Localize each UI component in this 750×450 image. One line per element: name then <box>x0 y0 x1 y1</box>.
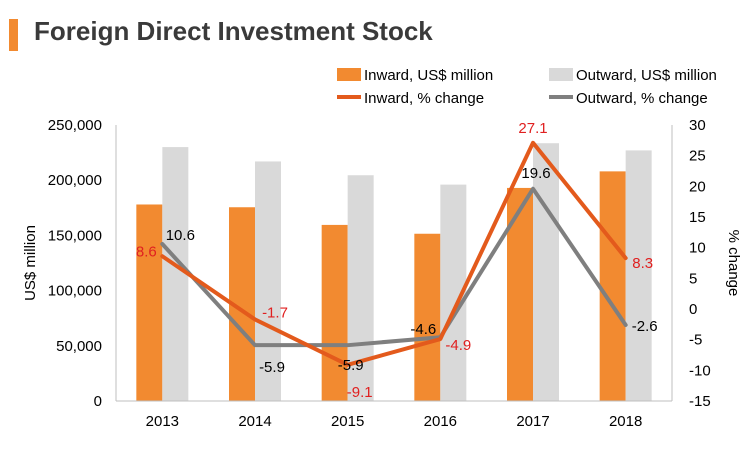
y-tick-right: 10 <box>689 240 706 257</box>
x-tick-2016: 2016 <box>424 413 457 430</box>
inward-label-2017: 27.1 <box>518 120 547 137</box>
y-tick-right: 25 <box>689 148 706 165</box>
outward-bar-2017 <box>533 143 559 401</box>
inward-label-2015: -9.1 <box>347 384 373 401</box>
outward-label-2018: -2.6 <box>632 318 658 335</box>
legend-label-inward-bar: Inward, US$ million <box>364 67 493 84</box>
y-tick-left: 250,000 <box>48 117 102 134</box>
outward-bar-2014 <box>255 161 281 401</box>
outward-label-2016: -4.6 <box>410 321 436 338</box>
inward-bar-2015 <box>321 224 348 401</box>
inward-bar-2017 <box>507 187 533 401</box>
y-tick-right: -15 <box>689 393 711 410</box>
data-label-layer: 8.6 -1.7 -9.1 -4.9 27.1 8.3 10.6 -5.9 -5.9 -4.6 19… <box>136 120 658 401</box>
legend-label-inward-line: Inward, % change <box>364 90 484 107</box>
y-tick-right: 15 <box>689 209 706 226</box>
axes-layer: 0 50,000 100,000 150,000 200,000 250,000 -15 -1… <box>48 117 711 430</box>
legend-swatch-inward-bar <box>337 68 361 81</box>
outward-label-2017: 19.6 <box>521 165 550 182</box>
x-tick-2015: 2015 <box>331 413 364 430</box>
inward-bar-2016 <box>414 233 441 401</box>
y-tick-left: 200,000 <box>48 172 102 189</box>
y-tick-left: 100,000 <box>48 283 102 300</box>
inward-label-2014: -1.7 <box>262 304 288 321</box>
y-tick-right: -10 <box>689 362 711 379</box>
inward-pct-change-line <box>160 140 628 367</box>
outward-bar-2013 <box>162 147 189 401</box>
x-tick-2013: 2013 <box>146 413 179 430</box>
legend-label-outward-line: Outward, % change <box>576 90 708 107</box>
y-tick-right: 5 <box>689 270 697 287</box>
inward-label-2013: 8.6 <box>136 243 157 260</box>
bar-layer <box>136 143 652 401</box>
legend-label-outward-bar: Outward, US$ million <box>576 67 717 84</box>
line-layer <box>160 140 628 367</box>
y-tick-left: 0 <box>94 393 102 410</box>
x-tick-2018: 2018 <box>609 413 642 430</box>
legend: Inward, US$ million Outward, US$ million… <box>337 67 717 107</box>
inward-bar-2018 <box>599 171 626 401</box>
x-tick-2014: 2014 <box>238 413 271 430</box>
chart-title: Foreign Direct Investment Stock <box>34 16 433 46</box>
y-tick-left: 150,000 <box>48 227 102 244</box>
y-tick-right: -5 <box>689 332 702 349</box>
outward-label-2015: -5.9 <box>338 357 364 374</box>
y-tick-right: 20 <box>689 178 706 195</box>
x-tick-2017: 2017 <box>516 413 549 430</box>
y-tick-right: 30 <box>689 117 706 134</box>
outward-label-2014: -5.9 <box>259 359 285 376</box>
y-axis-title-left: US$ million <box>22 225 39 301</box>
inward-label-2016: -4.9 <box>445 337 471 354</box>
outward-pct-change-line <box>160 186 628 348</box>
inward-label-2018: 8.3 <box>632 255 653 272</box>
y-axis-title-right: % change <box>725 230 742 297</box>
title-accent-bar <box>9 19 18 51</box>
y-tick-left: 50,000 <box>56 338 102 355</box>
y-tick-right: 0 <box>689 301 697 318</box>
outward-label-2013: 10.6 <box>166 227 195 244</box>
outward-bar-2018 <box>625 150 652 401</box>
legend-swatch-outward-bar <box>549 68 573 81</box>
inward-bar-2013 <box>136 204 163 401</box>
